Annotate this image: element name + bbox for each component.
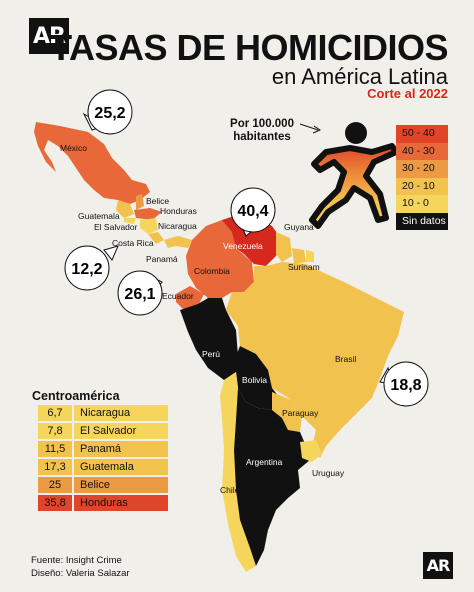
- callout-brasil: 18,8: [379, 361, 429, 407]
- country-bolivia: [236, 346, 280, 410]
- table-row: 7,8 El Salvador: [38, 423, 168, 439]
- country-chile: [220, 372, 256, 572]
- country-surinam: [292, 248, 306, 264]
- source-credit: Fuente: Insight Crime: [31, 555, 122, 566]
- label-belice: Belice: [146, 196, 169, 206]
- legend-item: 30 - 20: [396, 160, 448, 178]
- label-brasil: Brasil: [335, 354, 356, 364]
- callout-mexico-value: 25,2: [94, 105, 125, 122]
- running-figure-icon: [299, 122, 399, 229]
- page-title: TASAS DE HOMICIDIOS: [50, 27, 448, 68]
- label-argentina: Argentina: [246, 457, 283, 467]
- table-row: 35,8 Honduras: [38, 495, 168, 511]
- callout-mexico: 25,2: [82, 89, 133, 135]
- row-value: 6,7: [38, 405, 72, 421]
- country-mexico: [34, 122, 150, 204]
- legend-item: 20 - 10: [396, 177, 448, 195]
- country-uruguay: [300, 440, 322, 462]
- table-row: 17,3 Guatemala: [38, 459, 168, 475]
- table-row: 6,7 Nicaragua: [38, 405, 168, 421]
- row-country: Belice: [74, 477, 168, 493]
- country-ecuador: [176, 286, 204, 310]
- label-guyana: Guyana: [284, 222, 314, 232]
- design-credit: Diseño: Valeria Salazar: [31, 568, 130, 579]
- legend-item: 40 - 30: [396, 142, 448, 160]
- country-el-salvador: [124, 218, 136, 224]
- date-note: Corte al 2022: [367, 86, 448, 101]
- country-belice: [136, 194, 144, 210]
- callout-venezuela-value: 40,4: [237, 203, 268, 220]
- ar-logo-footer: AR: [423, 552, 453, 579]
- country-peru: [180, 298, 238, 380]
- row-value: 11,5: [38, 441, 72, 457]
- page-subtitle: en América Latina: [271, 64, 448, 89]
- row-value: 7,8: [38, 423, 72, 439]
- label-chile: Chile: [220, 485, 240, 495]
- country-french-guiana: [306, 250, 314, 262]
- country-costa-rica: [148, 232, 164, 244]
- label-bolivia: Bolivia: [242, 375, 267, 385]
- country-paraguay: [272, 392, 302, 432]
- table-row: 11,5 Panamá: [38, 441, 168, 457]
- label-paraguay: Paraguay: [282, 408, 319, 418]
- row-value: 35,8: [38, 495, 72, 511]
- row-country: Honduras: [74, 495, 168, 511]
- scale-unit-label: Por 100.000 habitantes: [230, 118, 294, 143]
- row-value: 17,3: [38, 459, 72, 475]
- label-venezuela: Venezuela: [223, 241, 263, 251]
- label-el-salvador: El Salvador: [94, 222, 138, 232]
- label-uruguay: Uruguay: [312, 468, 345, 478]
- callout-colombia-value: 26,1: [124, 286, 155, 303]
- callout-colombia: 26,1: [117, 270, 163, 316]
- country-argentina: [234, 388, 310, 566]
- label-honduras: Honduras: [160, 206, 197, 216]
- label-nicaragua: Nicaragua: [158, 221, 197, 231]
- legend-item: 50 - 40: [396, 125, 448, 143]
- callout-brasil-value: 18,8: [390, 377, 421, 394]
- row-country: Nicaragua: [74, 405, 168, 421]
- table-row: 25 Belice: [38, 477, 168, 493]
- callout-costa-rica-value: 12,2: [71, 261, 102, 278]
- label-surinam: Surinam: [288, 262, 320, 272]
- label-costa-rica: Costa Rica: [112, 238, 154, 248]
- centroamerica-title: Centroamérica: [32, 389, 120, 403]
- centroamerica-table: 6,7 Nicaragua 7,8 El Salvador 11,5 Panam…: [38, 405, 168, 513]
- row-country: El Salvador: [74, 423, 168, 439]
- credits: Fuente: Insight Crime Diseño: Valeria Sa…: [31, 554, 130, 580]
- country-brasil: [226, 262, 404, 458]
- row-value: 25: [38, 477, 72, 493]
- label-panama: Panamá: [146, 254, 178, 264]
- country-nicaragua: [140, 218, 158, 234]
- legend-item: Sin datos: [396, 212, 448, 230]
- row-country: Guatemala: [74, 459, 168, 475]
- color-legend: 50 - 40 40 - 30 30 - 20 20 - 10 10 - 0 S…: [396, 125, 448, 230]
- country-guyana: [276, 232, 292, 262]
- country-panama: [164, 236, 192, 248]
- label-peru: Perú: [202, 349, 220, 359]
- callout-costa-rica: 12,2: [64, 245, 119, 291]
- callout-venezuela: 40,4: [230, 187, 276, 237]
- row-country: Panamá: [74, 441, 168, 457]
- label-guatemala: Guatemala: [78, 211, 120, 221]
- label-ecuador: Ecuador: [162, 291, 194, 301]
- country-colombia: [186, 220, 254, 298]
- label-colombia: Colombia: [194, 266, 230, 276]
- ar-logo: AR: [29, 18, 69, 54]
- country-guatemala: [116, 200, 134, 218]
- label-mexico: México: [60, 143, 87, 153]
- country-honduras: [134, 208, 162, 220]
- legend-item: 10 - 0: [396, 195, 448, 213]
